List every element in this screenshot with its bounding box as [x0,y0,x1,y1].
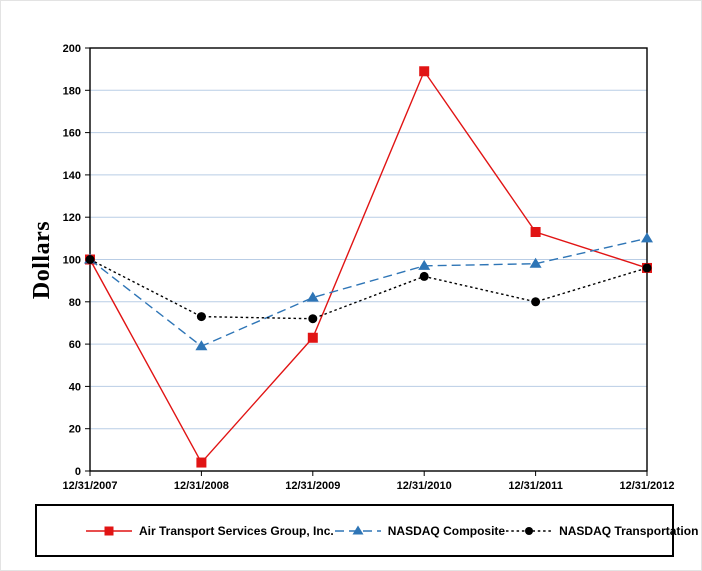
data-point-square [530,227,541,238]
series-2 [84,232,653,351]
x-tick-label: 12/31/2007 [62,480,117,492]
data-point-circle [85,255,95,264]
y-tick-label: 0 [75,466,81,478]
data-point-square [419,66,430,77]
y-tick-label: 40 [69,381,81,393]
x-tick-label: 12/31/2011 [508,480,562,492]
y-tick-label: 100 [63,255,81,267]
data-point-circle [308,314,318,324]
data-point-circle [525,526,534,535]
series-1 [85,66,652,468]
legend-swatch-icon [506,526,553,535]
legend-label: NASDAQ Composite [387,523,506,538]
x-tick-label: 12/31/2009 [285,480,340,492]
y-tick-label: 120 [63,212,81,224]
y-tick-label: 160 [63,128,81,140]
legend-swatch-icon [86,526,132,535]
data-point-circle [196,312,206,322]
legend-swatch-icon [334,525,381,534]
data-point-triangle [352,525,364,534]
y-tick-label: 180 [63,85,81,97]
data-point-circle [642,263,652,273]
y-tick-label: 200 [63,43,81,55]
x-tick-label: 12/31/2012 [619,480,674,492]
series-line [89,258,648,320]
legend-item-1: Air Transport Services Group, Inc. [85,524,334,538]
data-point-triangle [195,340,208,351]
y-tick-label: 140 [63,170,81,182]
data-point-circle [531,297,541,307]
data-point-square [196,457,207,468]
legend-item-3: NASDAQ Transportation [505,524,698,538]
data-point-triangle [641,232,653,243]
y-axis-title: Dollars [29,220,55,300]
data-point-triangle [529,257,542,268]
legend-label: NASDAQ Transportation [559,523,699,538]
y-tick-label: 20 [69,424,81,436]
y-tick-label: 60 [69,339,81,351]
y-tick-label: 80 [69,297,81,309]
legend-label: Air Transport Services Group, Inc. [139,523,334,538]
data-point-square [104,526,114,535]
data-point-circle [419,271,429,281]
legend: Air Transport Services Group, Inc. NASDAQ… [35,504,698,557]
series-line [89,237,648,348]
data-point-triangle [306,291,319,302]
series-3 [85,255,652,324]
legend-item-2: NASDAQ Composite [334,524,505,538]
x-tick-label: 12/31/2008 [174,480,229,492]
series-line [89,69,648,464]
data-point-square [307,332,318,343]
data-point-triangle [418,259,431,270]
x-tick-label: 12/31/2010 [397,480,452,492]
